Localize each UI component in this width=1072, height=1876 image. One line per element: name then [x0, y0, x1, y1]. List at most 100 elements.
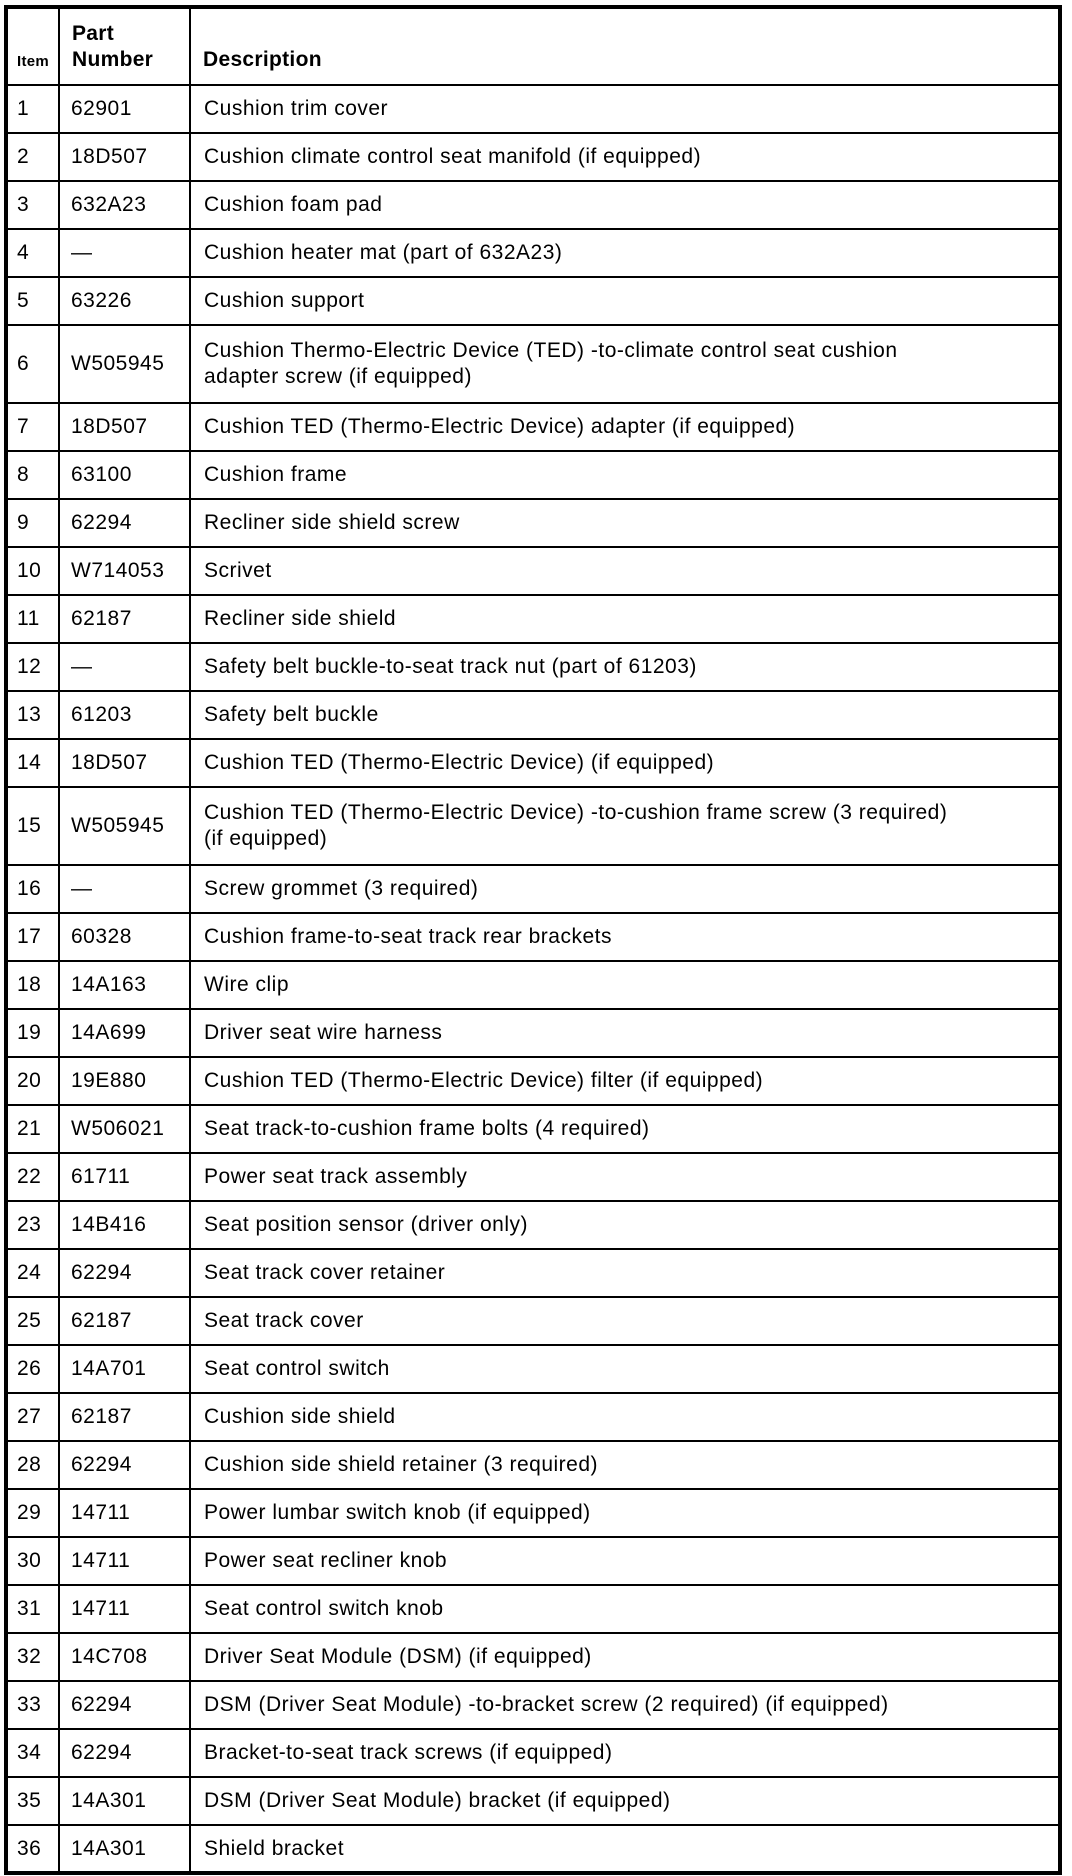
item-cell: 5 [5, 276, 60, 326]
description-cell: Scrivet [189, 546, 1061, 596]
table-row: 6 W505945 Cushion Thermo-Electric Device (… [5, 324, 1061, 404]
table-row: 17 60328 Cushion frame-to-seat track rear … [5, 912, 1061, 962]
description-cell: Cushion side shield [189, 1392, 1061, 1442]
item-cell: 34 [5, 1728, 60, 1778]
part-number-cell: 62294 [58, 1680, 191, 1730]
description-cell: Power seat recliner knob [189, 1536, 1061, 1586]
part-number-cell: 62294 [58, 1440, 191, 1490]
part-number-cell: 14A301 [58, 1824, 191, 1874]
part-number-cell: 14A701 [58, 1344, 191, 1394]
table-row: 33 62294 DSM (Driver Seat Module) -to-brac… [5, 1680, 1061, 1730]
description-cell: Cushion side shield retainer (3 required… [189, 1440, 1061, 1490]
description-cell: Recliner side shield [189, 594, 1061, 644]
description-cell: Power seat track assembly [189, 1152, 1061, 1202]
part-number-cell: 60328 [58, 912, 191, 962]
table-row: 28 62294 Cushion side shield retainer (3 r… [5, 1440, 1061, 1490]
item-cell: 20 [5, 1056, 60, 1106]
description-cell: Cushion climate control seat manifold (i… [189, 132, 1061, 182]
description-cell: Cushion TED (Thermo-Electric Device) (if… [189, 738, 1061, 788]
item-cell: 12 [5, 642, 60, 692]
description-cell: Safety belt buckle-to-seat track nut (pa… [189, 642, 1061, 692]
part-number-cell: 18D507 [58, 132, 191, 182]
part-number-cell: 61711 [58, 1152, 191, 1202]
part-number-cell: 63226 [58, 276, 191, 326]
item-cell: 29 [5, 1488, 60, 1538]
description-cell: Driver Seat Module (DSM) (if equipped) [189, 1632, 1061, 1682]
table-row: 9 62294 Recliner side shield screw [5, 498, 1061, 548]
part-number-cell: 19E880 [58, 1056, 191, 1106]
description-cell: Seat control switch [189, 1344, 1061, 1394]
part-number-cell: 18D507 [58, 738, 191, 788]
description-cell: Cushion Thermo-Electric Device (TED) -to… [189, 324, 1061, 404]
table-row: 12— Safety belt buckle-to-seat track nut … [5, 642, 1061, 692]
description-cell: Cushion foam pad [189, 180, 1061, 230]
table-row: 4— Cushion heater mat (part of 632A23) [5, 228, 1061, 278]
item-cell: 14 [5, 738, 60, 788]
description-cell: Safety belt buckle [189, 690, 1061, 740]
table-row: 20 19E880 Cushion TED (Thermo-Electric Dev… [5, 1056, 1061, 1106]
table-row: 18 14A163 Wire clip [5, 960, 1061, 1010]
part-number-cell: 632A23 [58, 180, 191, 230]
header-part-number: Part Number [58, 6, 191, 86]
description-cell: Recliner side shield screw [189, 498, 1061, 548]
part-number-cell: W505945 [58, 324, 191, 404]
item-cell: 7 [5, 402, 60, 452]
item-cell: 28 [5, 1440, 60, 1490]
item-cell: 30 [5, 1536, 60, 1586]
table-row: 1 62901 Cushion trim cover [5, 84, 1061, 134]
table-row: 24 62294 Seat track cover retainer [5, 1248, 1061, 1298]
part-number-cell: W714053 [58, 546, 191, 596]
part-number-cell: 62187 [58, 594, 191, 644]
description-cell: Cushion heater mat (part of 632A23) [189, 228, 1061, 278]
item-cell: 27 [5, 1392, 60, 1442]
table-row: 13 61203 Safety belt buckle [5, 690, 1061, 740]
part-number-cell: 14711 [58, 1536, 191, 1586]
table-row: 19 14A699 Driver seat wire harness [5, 1008, 1061, 1058]
table-row: 5 63226 Cushion support [5, 276, 1061, 326]
item-cell: 18 [5, 960, 60, 1010]
table-row: 21 W506021 Seat track-to-cushion frame bol… [5, 1104, 1061, 1154]
part-number-cell: 62187 [58, 1296, 191, 1346]
description-cell: Bracket-to-seat track screws (if equippe… [189, 1728, 1061, 1778]
table-row: 22 61711 Power seat track assembly [5, 1152, 1061, 1202]
description-cell: Seat track cover [189, 1296, 1061, 1346]
description-cell: Cushion TED (Thermo-Electric Device) -to… [189, 786, 1061, 866]
table-row: 35 14A301 DSM (Driver Seat Module) bracket… [5, 1776, 1061, 1826]
table-row: 15 W505945 Cushion TED (Thermo-Electric De… [5, 786, 1061, 866]
part-number-cell: 62294 [58, 1248, 191, 1298]
table-row: 11 62187 Recliner side shield [5, 594, 1061, 644]
part-number-cell: — [58, 228, 191, 278]
item-cell: 15 [5, 786, 60, 866]
part-number-cell: 14A301 [58, 1776, 191, 1826]
table-header: Item Part Number Description [5, 6, 1061, 86]
table-row: 16— Screw grommet (3 required) [5, 864, 1061, 914]
table-row: 3 632A23 Cushion foam pad [5, 180, 1061, 230]
table-row: 26 14A701 Seat control switch [5, 1344, 1061, 1394]
part-number-cell: 14C708 [58, 1632, 191, 1682]
header-row: Item Part Number Description [5, 6, 1061, 86]
description-cell: Cushion frame [189, 450, 1061, 500]
part-number-cell: 14711 [58, 1488, 191, 1538]
item-cell: 1 [5, 84, 60, 134]
header-description: Description [189, 6, 1061, 86]
parts-table: Item Part Number Description 1 62901 Cushi… [4, 5, 1062, 1875]
table-row: 10 W714053 Scrivet [5, 546, 1061, 596]
item-cell: 4 [5, 228, 60, 278]
description-cell: Seat track cover retainer [189, 1248, 1061, 1298]
item-cell: 35 [5, 1776, 60, 1826]
description-cell: Seat position sensor (driver only) [189, 1200, 1061, 1250]
part-number-cell: 62187 [58, 1392, 191, 1442]
description-cell: Driver seat wire harness [189, 1008, 1061, 1058]
item-cell: 10 [5, 546, 60, 596]
table-row: 31 14711 Seat control switch knob [5, 1584, 1061, 1634]
part-number-cell: 14A699 [58, 1008, 191, 1058]
part-number-cell: 63100 [58, 450, 191, 500]
item-cell: 3 [5, 180, 60, 230]
part-number-cell: 14A163 [58, 960, 191, 1010]
description-cell: Cushion frame-to-seat track rear bracket… [189, 912, 1061, 962]
item-cell: 31 [5, 1584, 60, 1634]
description-cell: Seat control switch knob [189, 1584, 1061, 1634]
table-row: 2 18D507 Cushion climate control seat mani… [5, 132, 1061, 182]
item-cell: 33 [5, 1680, 60, 1730]
